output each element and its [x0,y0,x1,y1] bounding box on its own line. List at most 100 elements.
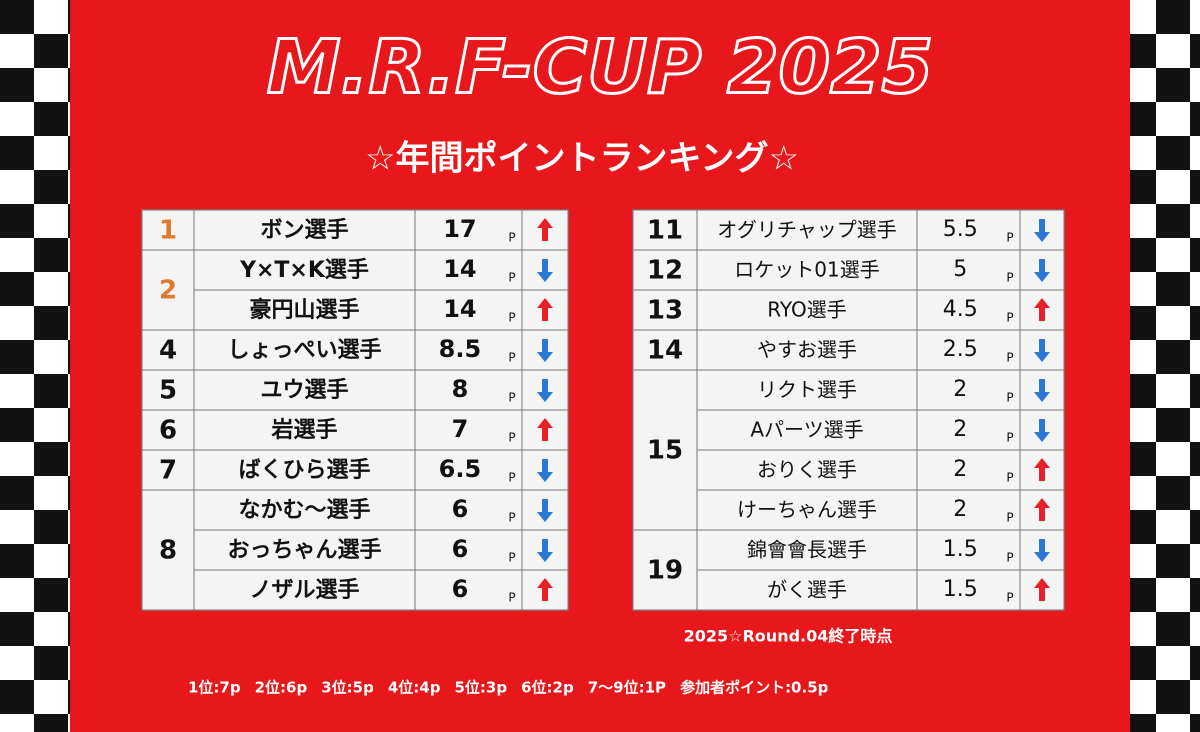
trend-arrow [1034,259,1050,282]
rank: 13 [647,296,683,326]
points: 4.5 [943,297,978,322]
trend-arrow [537,459,553,482]
points: 5.5 [943,217,978,242]
trend-arrow [1034,219,1050,242]
name-cell [696,289,918,331]
point-unit: P [508,391,515,405]
player-name: おっちゃん選手 [227,538,381,563]
subtitle: ☆年間ポイントランキング☆ [365,139,799,179]
trend-cell [1019,249,1065,291]
scoring-item: 6位:2p [521,679,574,697]
rank: 6 [159,416,177,446]
player-name: ロケット01選手 [734,258,879,282]
trend-arrow [537,499,553,522]
point-unit: P [1006,551,1013,565]
player-name: おりく選手 [757,458,857,482]
points-cell [414,289,523,331]
name-cell [193,489,416,531]
trend-arrow [1034,539,1050,562]
points-cell [916,329,1021,371]
trend-arrow [1034,458,1050,481]
rank: 14 [647,336,683,366]
name-cell [193,209,416,251]
point-unit: P [1006,271,1013,285]
points: 2 [953,417,967,442]
points: 2 [953,457,967,482]
name-cell [696,569,918,611]
trend-arrow [537,418,553,441]
rank-cell [141,489,195,611]
footer-note: 2025☆Round.04終了時点 [684,627,893,646]
rank: 2 [159,276,177,306]
trend-arrow [537,218,553,241]
player-name: しょっぺい選手 [227,338,381,363]
rank-cell [632,369,698,531]
points-cell [916,409,1021,451]
name-cell [193,569,416,611]
trend-arrow [537,298,553,321]
name-cell [193,409,416,451]
points-cell [414,449,523,491]
point-unit: P [508,431,515,445]
scoring-item: 3位:5p [321,679,374,697]
rank: 12 [647,256,683,286]
points: 8.5 [439,335,482,363]
points: 7 [452,415,469,443]
points-cell [916,449,1021,491]
points-cell [414,369,523,411]
rank: 8 [159,536,177,566]
points-cell [916,529,1021,571]
player-name: ノザル選手 [249,578,359,603]
points-cell [916,209,1021,251]
name-cell [193,449,416,491]
rank-cell [141,249,195,331]
points: 6.5 [439,455,482,483]
scoring-item: 5位:3p [455,679,508,697]
player-name: 豪円山選手 [249,297,359,323]
trend-arrow [1034,419,1050,442]
trend-arrow [537,578,553,601]
point-unit: P [508,311,515,325]
points: 5 [953,257,967,282]
trend-arrow [537,259,553,282]
scoring-item: 4位:4p [388,679,441,697]
rank: 11 [647,216,683,246]
rank-cell [141,369,195,411]
points-cell [414,409,523,451]
player-name: 錦會會長選手 [747,538,867,562]
point-unit: P [1006,591,1013,605]
trend-arrow [1034,498,1050,521]
name-cell [696,449,918,491]
point-unit: P [1006,351,1013,365]
points: 14 [443,295,476,323]
points-cell [414,489,523,531]
rank: 5 [159,376,177,406]
points: 2.5 [943,337,978,362]
points-cell [916,369,1021,411]
trend-arrow [537,539,553,562]
rank-cell [141,209,195,251]
point-unit: P [1006,391,1013,405]
player-name: 岩選手 [270,418,337,443]
points-cell [916,569,1021,611]
scoring-item: 2位:6p [255,679,308,697]
point-unit: P [508,351,515,365]
trend-cell [1019,329,1065,371]
trend-arrow [537,379,553,402]
name-cell [696,489,918,531]
points-cell [916,249,1021,291]
player-name: ユウ選手 [260,378,348,403]
points-cell [916,489,1021,531]
rank: 19 [647,556,683,586]
point-unit: P [508,231,515,245]
player-name: Y×T×K選手 [239,258,369,283]
trend-arrow [1034,578,1050,601]
point-unit: P [508,551,515,565]
player-name: ばくひら選手 [238,458,370,483]
player-name: RYO選手 [767,298,846,322]
point-unit: P [508,591,515,605]
name-cell [696,329,918,371]
rank-cell [632,329,698,371]
points: 1.5 [943,537,978,562]
